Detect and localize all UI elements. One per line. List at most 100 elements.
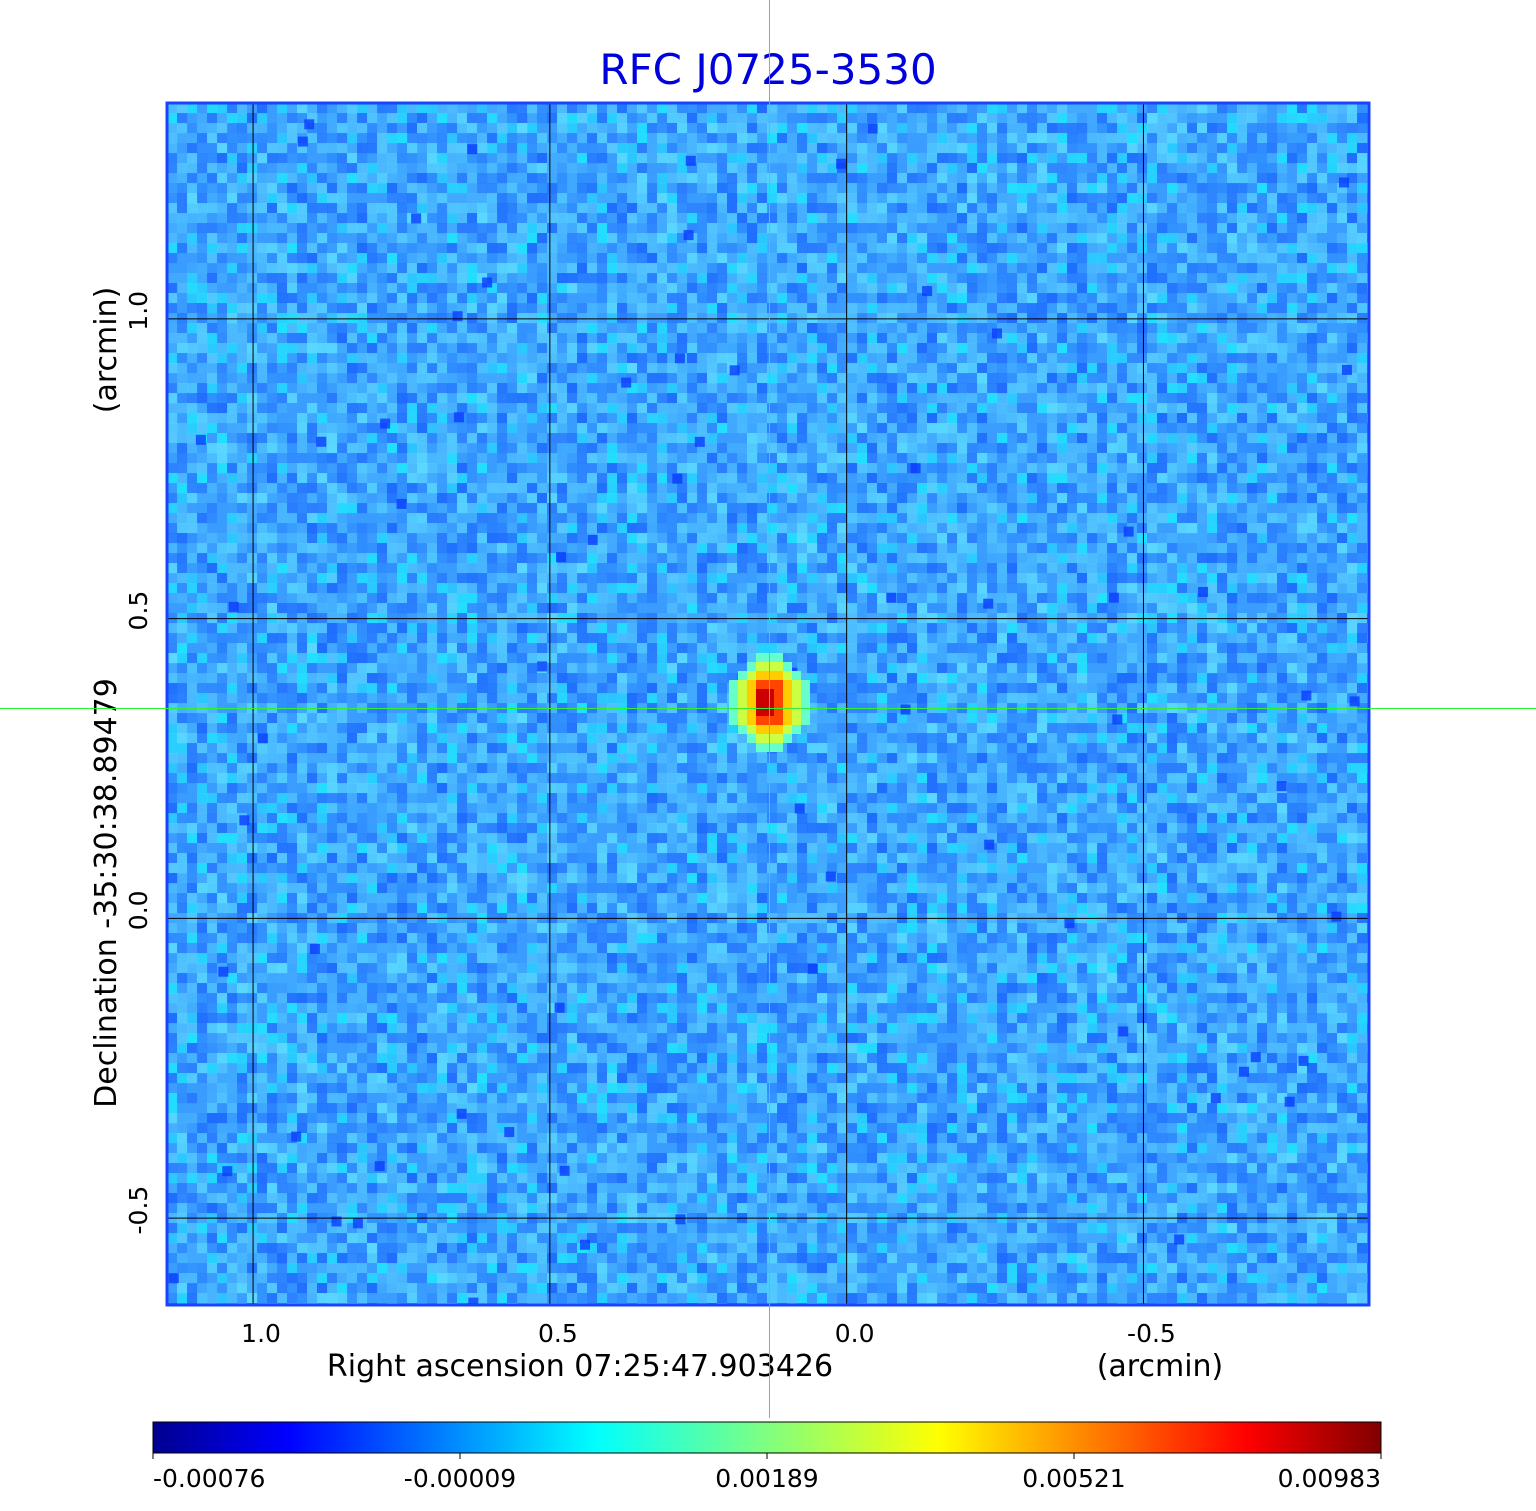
noise-cell [337,493,348,504]
noise-cell [547,163,558,174]
noise-cell [1117,403,1128,414]
noise-cell [797,413,808,424]
noise-cell [1087,473,1098,484]
noise-cell [1107,263,1118,274]
noise-cell [167,423,178,434]
noise-cell [337,313,348,324]
noise-cell [907,353,918,364]
noise-cell [747,153,758,164]
noise-cell [267,373,278,384]
noise-cell [447,143,458,154]
noise-cell [1077,323,1088,334]
noise-cell [547,463,558,474]
noise-cell [727,123,738,134]
noise-cell [197,213,208,224]
noise-cell [467,223,478,234]
noise-cell [257,463,268,474]
noise-cell [397,443,408,454]
noise-cell [1117,363,1128,374]
noise-cell [247,393,258,404]
noise-cell [607,103,618,114]
noise-cell [1277,373,1288,384]
noise-cell [777,493,788,504]
noise-cell [467,273,478,284]
noise-cell [1007,273,1018,284]
noise-cell [757,453,768,464]
noise-cell [787,433,798,444]
noise-cell [1327,203,1338,214]
noise-cell [1077,263,1088,274]
noise-cell [1337,463,1348,474]
noise-cell [687,163,698,174]
noise-cell [1127,473,1138,484]
noise-cell [407,453,418,464]
noise-cell [1307,453,1318,464]
noise-cell [437,363,448,374]
noise-cell [297,273,308,284]
noise-cell [1227,383,1238,394]
noise-cell [647,183,658,194]
noise-cell [1257,233,1268,244]
noise-cell [657,453,668,464]
noise-cell [267,443,278,454]
noise-cell [777,193,788,204]
noise-cell [187,263,198,274]
noise-cell [467,193,478,204]
noise-cell [567,333,578,344]
noise-cell [1107,473,1118,484]
noise-cell [197,333,208,344]
noise-cell [347,123,358,134]
noise-cell [207,223,218,234]
noise-cell [1057,413,1068,424]
noise-cell [1147,283,1158,294]
noise-cell [977,343,988,354]
noise-cell [807,203,818,214]
noise-cell [197,313,208,324]
noise-cell [397,203,408,214]
noise-cell [577,223,588,234]
noise-cell [757,293,768,304]
noise-cell [1197,453,1208,464]
noise-cell [887,113,898,124]
noise-cell [957,173,968,184]
noise-cell [897,163,908,174]
noise-cell [897,133,908,144]
noise-cell [477,253,488,264]
noise-cell [1037,103,1048,114]
noise-cell [687,423,698,434]
noise-cell [447,103,458,114]
noise-cell [1017,213,1028,224]
noise-cell [407,443,418,454]
noise-cell [1087,333,1098,344]
noise-cell [597,363,608,374]
noise-cell [1007,403,1018,414]
noise-cell [1227,493,1238,504]
noise-cell [577,303,588,314]
noise-cell [687,283,698,294]
noise-cell [1027,483,1038,494]
noise-cell [1347,423,1358,434]
noise-cell [537,283,548,294]
noise-cell [787,253,798,264]
noise-cell [177,273,188,284]
noise-cell [797,143,808,154]
noise-cell [277,373,288,384]
noise-cell [417,323,428,334]
noise-cell [1017,363,1028,374]
noise-cell [1247,173,1258,184]
noise-cell [367,513,378,524]
noise-cell [207,343,218,354]
noise-cell [1207,253,1218,264]
noise-cell [827,343,838,354]
noise-cell [807,423,818,434]
noise-cell [617,143,628,154]
noise-cell [437,163,448,174]
noise-cell [627,303,638,314]
noise-cell [1137,113,1148,124]
noise-cell [647,233,658,244]
noise-cell [667,363,678,374]
noise-cell [497,243,508,254]
noise-cell [1247,423,1258,434]
noise-cell [327,413,338,424]
noise-cell [247,133,258,144]
